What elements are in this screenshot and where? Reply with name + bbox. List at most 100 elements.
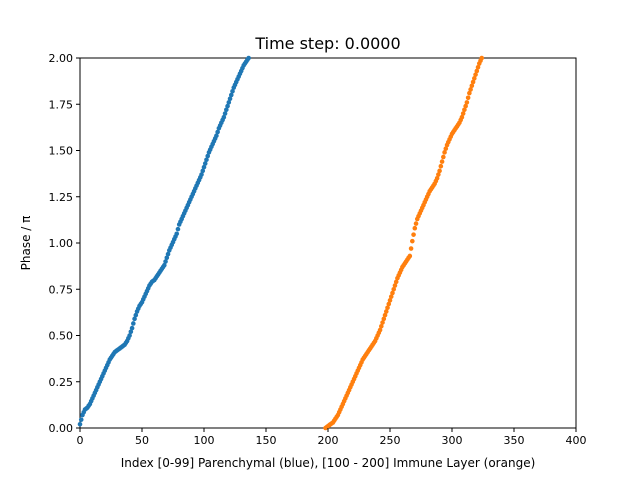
data-point xyxy=(246,55,251,61)
y-axis: 0.00 0.25 0.50 0.75 1.00 1.25 1.50 1.75 2.00 xyxy=(49,52,80,435)
data-point xyxy=(412,225,418,231)
data-point xyxy=(383,309,389,314)
data-point xyxy=(472,76,477,81)
data-point xyxy=(131,321,136,326)
data-point xyxy=(386,301,392,307)
data-point xyxy=(163,259,168,264)
data-point xyxy=(441,154,446,160)
data-point xyxy=(221,114,227,120)
data-point xyxy=(202,161,208,166)
data-point xyxy=(77,422,83,427)
data-point xyxy=(165,251,171,257)
data-point xyxy=(442,150,447,155)
data-point xyxy=(438,163,444,169)
data-point xyxy=(200,168,206,174)
y-tick-label: 1.75 xyxy=(49,98,74,111)
x-tick-label: 300 xyxy=(442,434,463,447)
data-point xyxy=(411,232,416,237)
data-point xyxy=(78,417,84,422)
data-point xyxy=(382,312,388,318)
data-point xyxy=(479,55,485,61)
data-point xyxy=(473,72,478,77)
data-point xyxy=(379,323,384,329)
data-point xyxy=(214,133,219,138)
y-tick-label: 2.00 xyxy=(49,52,74,65)
data-point xyxy=(222,111,228,116)
data-point xyxy=(381,316,387,322)
x-tick-label: 400 xyxy=(566,434,587,447)
data-point xyxy=(129,325,135,331)
x-tick-label: 100 xyxy=(194,434,215,447)
y-tick-label: 1.00 xyxy=(49,237,74,250)
data-point xyxy=(467,90,472,96)
data-point xyxy=(128,329,134,335)
data-point xyxy=(385,305,390,311)
data-point xyxy=(393,279,399,285)
y-tick-label: 1.25 xyxy=(49,191,74,204)
data-point xyxy=(132,316,137,322)
plot-frame xyxy=(79,57,577,429)
data-point xyxy=(391,286,397,292)
data-point xyxy=(224,107,229,113)
data-point xyxy=(462,107,467,113)
x-tick-label: 0 xyxy=(77,434,84,447)
data-point xyxy=(215,129,220,135)
data-point xyxy=(127,333,132,338)
data-point xyxy=(174,231,180,237)
data-point xyxy=(439,159,445,164)
data-point xyxy=(407,253,413,259)
data-point xyxy=(463,103,468,109)
series-1 xyxy=(323,55,485,431)
data-point xyxy=(413,221,419,226)
data-point xyxy=(390,290,395,296)
x-axis-label: Index [0-99] Parenchymal (blue), [100 - … xyxy=(121,456,536,470)
data-point xyxy=(387,298,393,303)
data-point xyxy=(377,327,383,333)
data-point xyxy=(201,164,207,170)
plot-area xyxy=(79,57,577,429)
data-point xyxy=(436,172,441,177)
data-point xyxy=(380,320,385,325)
x-axis: 0 50 100 150 200 250 300 350 400 xyxy=(77,428,587,447)
data-point xyxy=(388,294,394,299)
x-tick-label: 350 xyxy=(504,434,525,447)
x-tick-label: 250 xyxy=(380,434,401,447)
data-point xyxy=(443,146,449,151)
data-point xyxy=(392,283,398,288)
data-point xyxy=(225,103,230,109)
data-point xyxy=(227,96,233,101)
data-point xyxy=(465,95,471,101)
x-tick-label: 50 xyxy=(135,434,149,447)
data-point xyxy=(162,262,167,268)
data-point xyxy=(474,68,480,74)
data-point xyxy=(475,64,481,70)
data-point xyxy=(470,79,476,85)
x-tick-label: 150 xyxy=(256,434,277,447)
data-point xyxy=(437,168,442,174)
data-point xyxy=(228,92,234,98)
y-axis-label: Phase / π xyxy=(19,216,33,271)
data-point xyxy=(205,153,211,159)
data-point xyxy=(164,255,170,261)
data-point xyxy=(204,157,209,163)
data-point xyxy=(230,89,235,94)
data-point xyxy=(468,87,473,92)
data-point xyxy=(434,175,440,181)
data-point xyxy=(175,226,181,232)
y-tick-label: 1.50 xyxy=(49,145,74,158)
data-point xyxy=(410,238,415,244)
data-layer xyxy=(77,55,485,431)
data-point xyxy=(133,312,139,318)
data-point xyxy=(469,83,475,89)
data-point xyxy=(459,114,465,120)
data-point xyxy=(226,100,232,105)
data-point xyxy=(460,111,466,116)
x-tick-label: 200 xyxy=(318,434,339,447)
series-0 xyxy=(77,55,251,427)
y-tick-label: 0.25 xyxy=(49,376,74,389)
data-point xyxy=(199,172,204,177)
data-point xyxy=(408,246,414,251)
chart-title: Time step: 0.0000 xyxy=(254,34,400,53)
data-point xyxy=(464,100,470,105)
